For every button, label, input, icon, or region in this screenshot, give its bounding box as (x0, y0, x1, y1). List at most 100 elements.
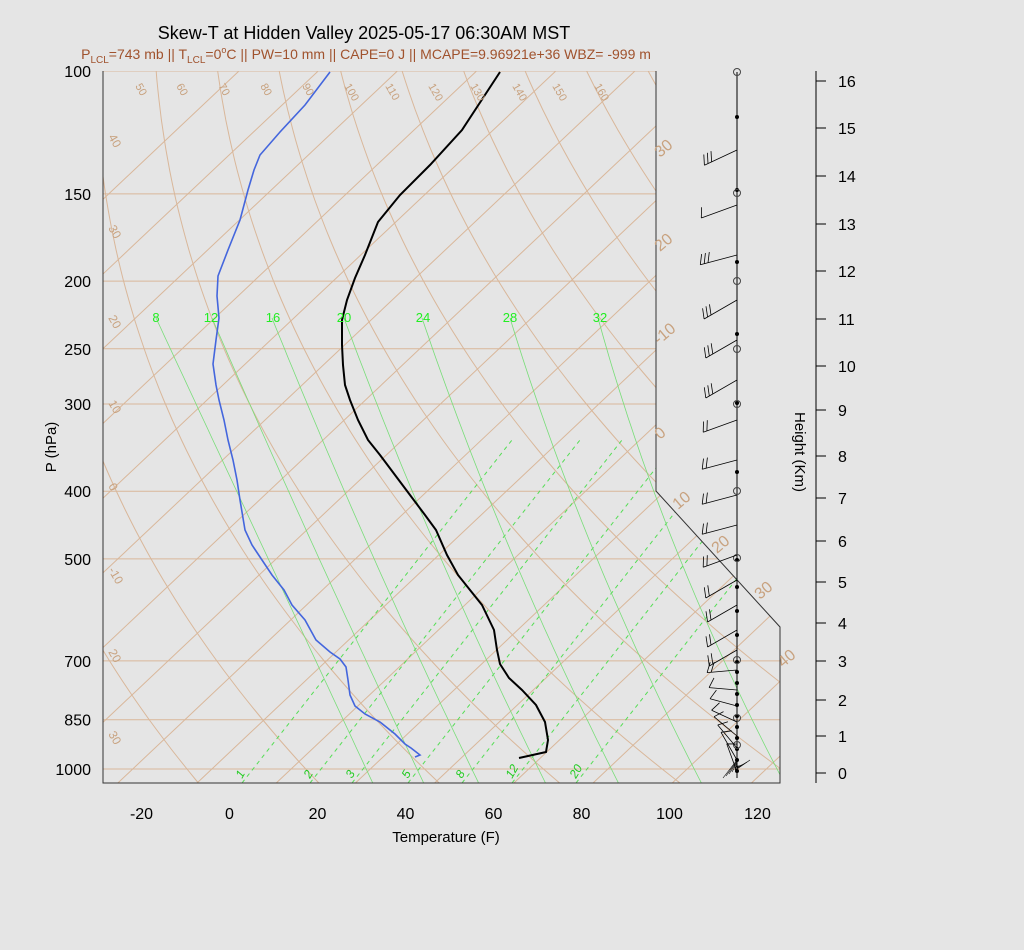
isotherm-line (103, 71, 240, 783)
height-tick-label: 7 (838, 491, 847, 508)
wind-circle (733, 277, 741, 285)
pressure-tick-label: 250 (64, 342, 91, 359)
wind-circle (733, 345, 741, 353)
dry-adiabat (103, 71, 326, 783)
wind-barb (701, 492, 738, 505)
theta-label: 80 (257, 82, 274, 99)
isotherm-label-left: 20 (105, 313, 124, 332)
wind-surface-barb (722, 759, 738, 779)
wind-dot (735, 401, 739, 405)
theta-label: 100 (341, 82, 361, 104)
temperature-line (341, 71, 550, 759)
moist-adiabat (271, 317, 482, 783)
theta-label: 150 (549, 82, 569, 104)
wind-barb (702, 554, 738, 568)
wind-dot (735, 332, 739, 336)
isotherm-line (513, 71, 780, 783)
theta-e-label: 32 (593, 310, 607, 325)
wind-circle (733, 554, 741, 562)
isotherm-line (196, 71, 780, 783)
wind-dot (735, 725, 739, 729)
pressure-tick-label: 100 (64, 64, 91, 81)
mixing-ratio-label: 20 (566, 762, 585, 782)
height-tick-label: 15 (838, 121, 856, 138)
dry-adiabat (580, 71, 780, 783)
dry-adiabat (398, 71, 780, 783)
height-tick-label: 1 (838, 729, 847, 746)
dry-adiabat (702, 71, 780, 783)
isotherm-line (103, 71, 715, 783)
mixing-ratio-label: 2 (300, 767, 316, 781)
wind-barb (703, 149, 738, 166)
wind-barb (701, 457, 738, 470)
wind-dot (735, 609, 739, 613)
wind-barb (701, 522, 738, 535)
wind-circle (733, 189, 741, 197)
isotherm-line (103, 71, 477, 783)
wind-dot (735, 115, 739, 119)
wind-barb (705, 629, 738, 648)
wind-barb (711, 702, 738, 723)
isotherm-label-right: 30 (652, 137, 677, 162)
theta-label: 140 (509, 82, 529, 104)
mixing-ratio-line (575, 439, 780, 783)
moist-adiabat (343, 317, 549, 783)
isotherm-line (103, 71, 557, 783)
dry-adiabat (103, 71, 205, 783)
wind-surface-barb (728, 761, 738, 775)
wind-dot (735, 670, 739, 674)
wind-barb (699, 252, 738, 266)
isotherm-line (103, 71, 398, 783)
wind-circle (733, 400, 741, 408)
moist-adiabat (421, 317, 622, 783)
x-tick-label: 100 (656, 806, 683, 823)
wind-barb (717, 721, 738, 749)
x-tick-label: 60 (485, 806, 503, 823)
theta-label: 70 (215, 82, 232, 99)
chart-title: Skew-T at Hidden Valley 2025-05-17 06:30… (158, 23, 571, 43)
wind-barb (708, 677, 738, 691)
mixing-ratio-line (407, 439, 679, 783)
x-axis-label: Temperature (F) (392, 829, 500, 846)
dewpoint-line (212, 71, 422, 758)
isotherm-label-right: -10 (651, 320, 680, 348)
profiles (212, 71, 550, 759)
height-tick-label: 12 (838, 264, 856, 281)
wind-barb (703, 379, 738, 399)
height-tick-label: 6 (838, 534, 847, 551)
wind-barb (703, 339, 738, 359)
wind-barb-column (699, 68, 751, 779)
mixing-ratio-line (241, 439, 513, 783)
wind-surface-barb (725, 760, 738, 777)
theta-label: 50 (132, 82, 149, 99)
height-tick-label: 8 (838, 449, 847, 466)
x-tick-label: 120 (744, 806, 771, 823)
dry-adiabat (337, 71, 780, 783)
wind-circle (733, 68, 741, 76)
wind-barb (702, 299, 738, 320)
theta-e-label: 20 (337, 310, 351, 325)
wind-surface-barb (736, 759, 751, 770)
wind-barb (707, 649, 738, 667)
wind-barb (726, 743, 738, 773)
wind-barb (713, 711, 738, 737)
wind-dot (735, 703, 739, 707)
pressure-tick-label: 1000 (55, 762, 91, 779)
moist-adiabat (155, 317, 376, 783)
pressure-tick-label: 500 (64, 552, 91, 569)
theta-label: 160 (591, 82, 611, 104)
dry-adiabat (641, 71, 780, 783)
wind-circle (733, 487, 741, 495)
isotherm-label-right: 40 (775, 647, 800, 672)
moist-adiabat (597, 317, 780, 783)
x-tick-label: 0 (225, 806, 234, 823)
x-tick-label: -20 (130, 806, 153, 823)
dry-adiabat (459, 71, 780, 783)
isotherm-line (831, 71, 1024, 783)
height-tick-label: 3 (838, 654, 847, 671)
wind-dot (735, 633, 739, 637)
wind-barb (703, 579, 738, 599)
wind-circle (733, 656, 741, 664)
wind-dot (735, 260, 739, 264)
